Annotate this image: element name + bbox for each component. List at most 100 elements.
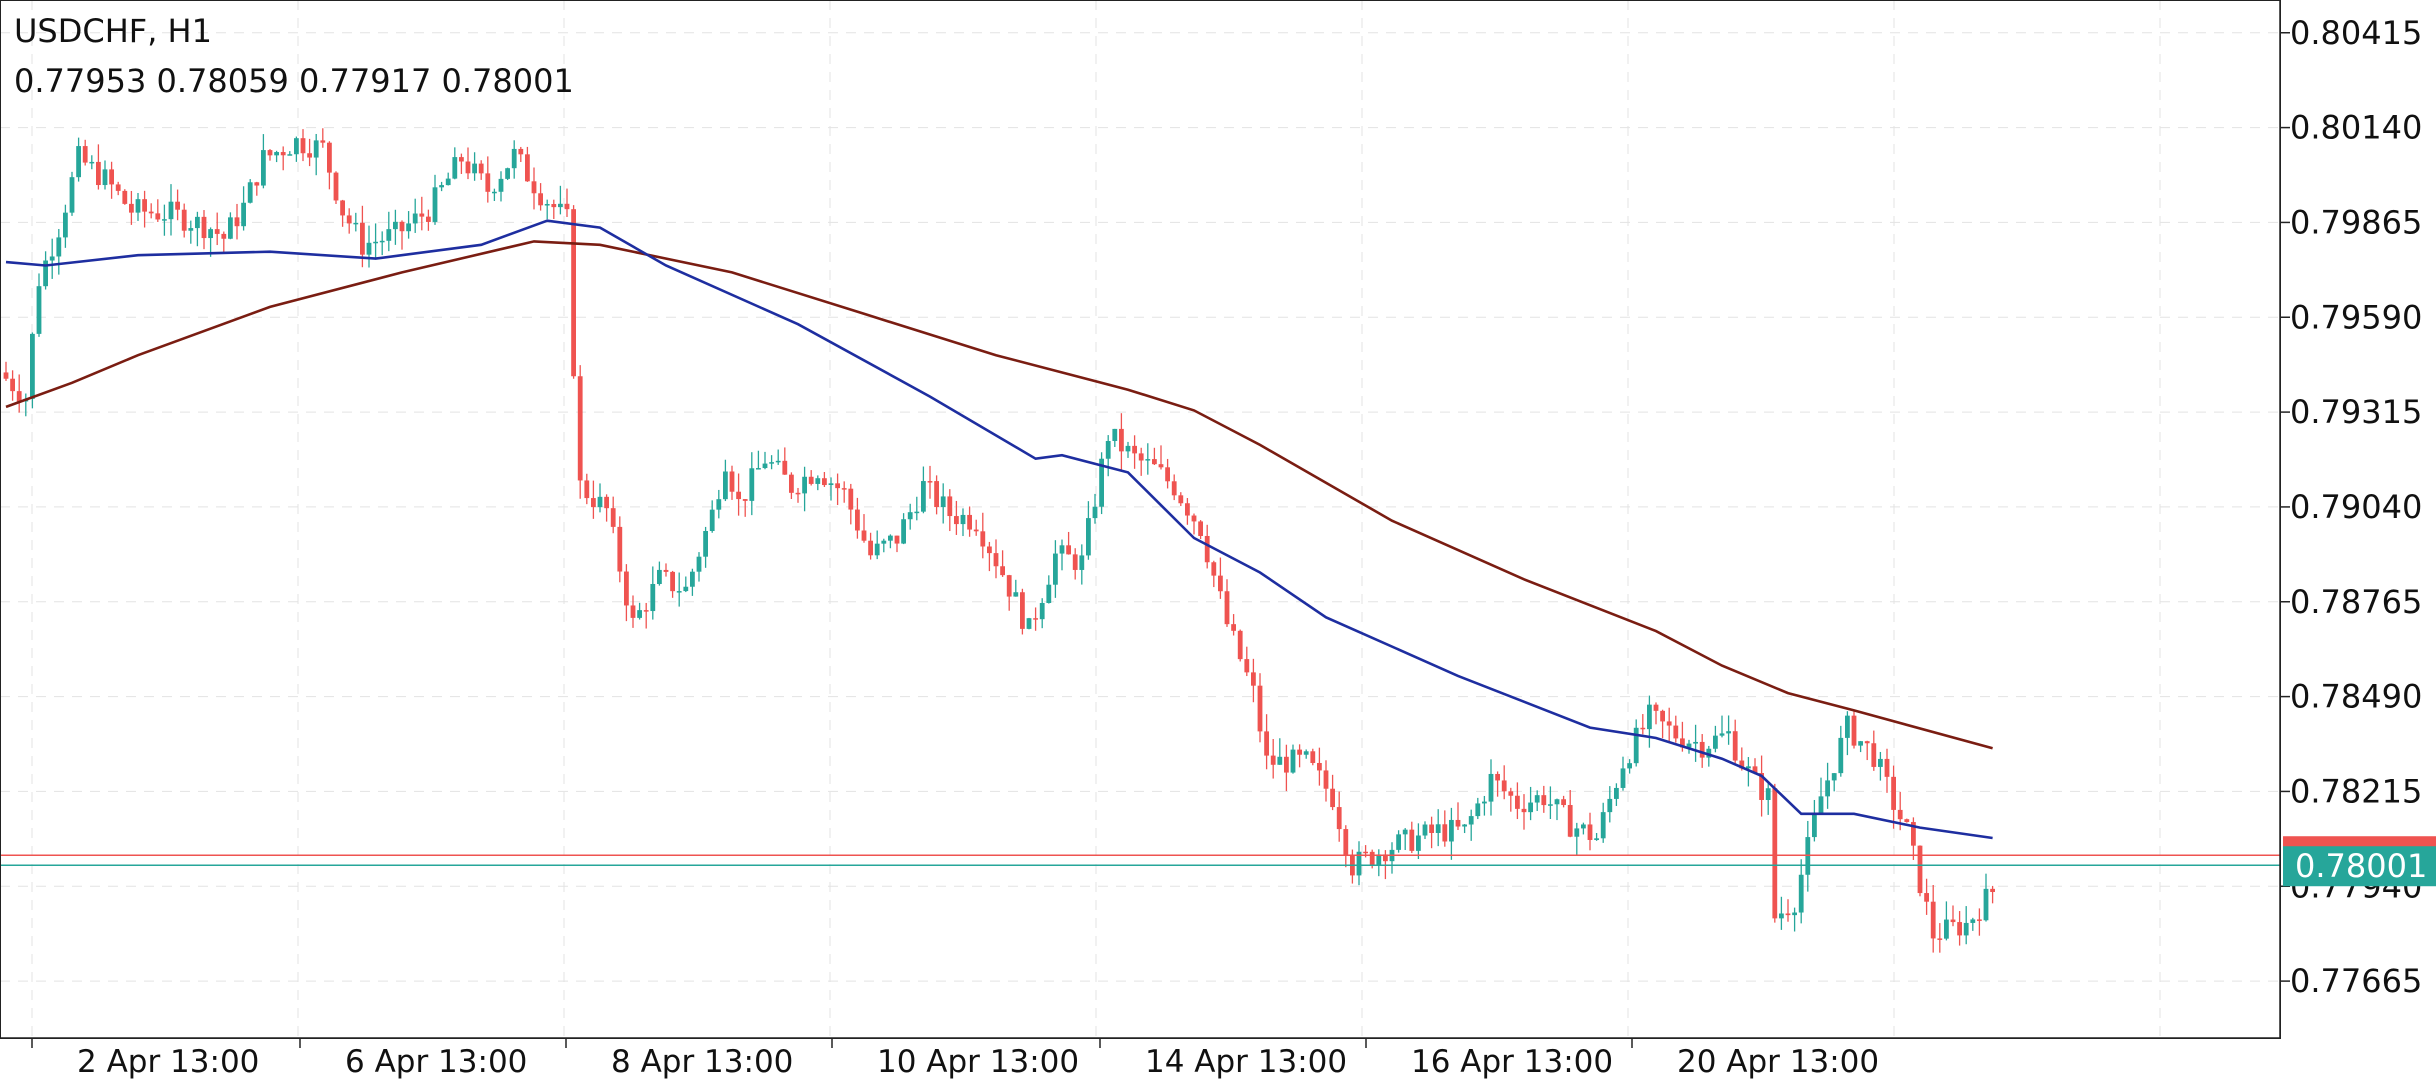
candle <box>518 146 524 162</box>
candle-body <box>1752 766 1758 774</box>
candle-body <box>954 516 959 525</box>
candle-body <box>1739 760 1745 769</box>
candle-body <box>201 216 207 239</box>
candle-body <box>1303 751 1309 755</box>
candle-body <box>1191 515 1197 522</box>
candle-body <box>1257 685 1263 732</box>
candle-body <box>1244 659 1250 673</box>
candle <box>762 451 768 470</box>
candle <box>987 541 992 572</box>
candle <box>1396 830 1401 853</box>
candle-body <box>386 229 392 241</box>
candle <box>313 133 319 176</box>
candle <box>1000 550 1005 577</box>
candle-body <box>1158 464 1164 468</box>
candle-body <box>1851 715 1857 746</box>
y-axis[interactable]: 0.80415 0.80140 0.79865 0.79590 0.79315 0.790… <box>2280 14 2422 1000</box>
candle <box>82 139 88 166</box>
candle <box>954 500 959 535</box>
candle-body <box>1944 919 1949 939</box>
candle <box>228 212 233 240</box>
candle-body <box>1633 727 1639 764</box>
candle-body <box>657 569 662 584</box>
candle <box>756 450 761 470</box>
candle-body <box>1455 819 1461 827</box>
candle-body <box>10 378 15 392</box>
candle-body <box>1072 554 1078 570</box>
candle <box>835 473 840 506</box>
candle <box>868 532 873 560</box>
candle <box>1165 458 1170 489</box>
candle <box>591 480 596 519</box>
candle <box>1878 751 1883 781</box>
candle-body <box>1165 467 1170 482</box>
candle-body <box>1317 762 1322 771</box>
candle <box>102 160 108 190</box>
candle <box>1554 798 1560 821</box>
candle-body <box>1792 912 1797 916</box>
candle <box>1977 908 1982 936</box>
candle <box>1772 783 1778 923</box>
candle-body <box>610 508 616 527</box>
candle-body <box>1765 788 1771 800</box>
candle <box>1429 816 1434 849</box>
x-tick-label: 2 Apr 13:00 <box>77 1044 259 1080</box>
candle <box>432 174 438 225</box>
candle-body <box>1554 799 1560 805</box>
candle <box>861 514 867 543</box>
candle-body <box>360 222 365 255</box>
candle <box>274 150 279 163</box>
candle-body <box>261 150 266 186</box>
candle <box>261 134 266 189</box>
candle-body <box>881 540 887 544</box>
candle <box>379 231 385 256</box>
candle-body <box>280 152 286 156</box>
candle-body <box>1534 795 1540 803</box>
candle <box>650 566 656 620</box>
candle <box>822 471 827 487</box>
candle <box>1482 795 1487 816</box>
candle <box>300 129 306 162</box>
candle <box>617 516 623 583</box>
x-tick-label: 10 Apr 13:00 <box>877 1044 1079 1080</box>
candle <box>940 483 946 524</box>
candle-body <box>1785 913 1791 916</box>
candle-body <box>1924 893 1929 902</box>
candle-body <box>1020 592 1025 629</box>
candle <box>221 231 227 254</box>
candle-body <box>1706 748 1712 758</box>
candle <box>208 227 213 257</box>
candle <box>907 503 913 530</box>
candle <box>175 189 180 221</box>
candle <box>1534 790 1540 811</box>
candle <box>1270 739 1276 779</box>
candle <box>1699 734 1705 768</box>
y-tick-label: 0.78490 <box>2290 678 2422 716</box>
candle-body <box>604 496 609 509</box>
candle <box>1640 714 1646 735</box>
x-axis[interactable]: 2 Apr 13:00 6 Apr 13:00 8 Apr 13:00 10 Apr … <box>31 1038 1879 1080</box>
candle <box>531 167 537 210</box>
candle-body <box>1699 741 1705 758</box>
candle <box>696 552 702 582</box>
candle-body <box>1660 710 1665 722</box>
candle-body <box>1897 809 1903 820</box>
candle-body <box>1039 602 1045 620</box>
candle <box>577 365 583 499</box>
candle <box>1587 812 1593 851</box>
candle-body <box>571 209 576 377</box>
candle-body <box>1548 804 1553 806</box>
candle <box>280 146 286 171</box>
candle-body <box>1977 919 1982 921</box>
candle <box>828 477 834 501</box>
ohlc-values: 0.77953 0.78059 0.77917 0.78001 <box>14 62 574 100</box>
candle <box>663 563 669 577</box>
candle-body <box>1152 459 1157 465</box>
candle-body <box>1442 824 1448 842</box>
candle-body <box>1468 816 1474 825</box>
candle <box>1310 748 1316 766</box>
candle-body <box>769 462 774 464</box>
candle-body <box>373 241 378 244</box>
